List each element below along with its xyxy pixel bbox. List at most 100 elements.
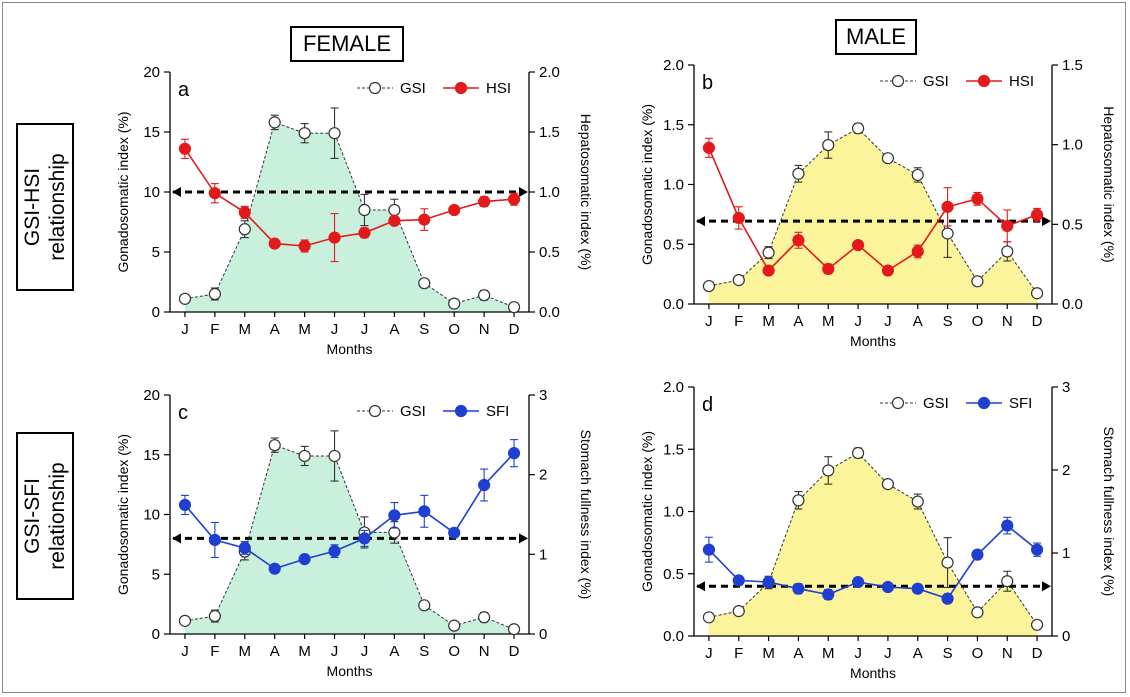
panel-a-right-tick-label: 0.0 bbox=[539, 304, 560, 321]
panel-b-gsi-point bbox=[1001, 245, 1014, 258]
panel-b-hsi-point bbox=[881, 264, 895, 277]
panel-a-legend-hsi-marker bbox=[454, 81, 468, 95]
panel-b-left-tick-label: 1.0 bbox=[663, 177, 684, 194]
panel-d-right-tick-label: 0 bbox=[1062, 628, 1070, 645]
panel-b-left-tick-label: 1.5 bbox=[663, 117, 684, 134]
panel-b-hsi-point bbox=[911, 245, 924, 258]
panel-c-y-axis-title: Gonadosomatic index (%) bbox=[115, 434, 131, 595]
panel-a-x-tick-label: D bbox=[509, 321, 520, 338]
panel-c-panel-letter: c bbox=[178, 402, 188, 424]
panel-a-gsi-point bbox=[418, 277, 431, 290]
panel-d-right-tick-label: 3 bbox=[1062, 379, 1070, 396]
panel-b-x-tick-label: M bbox=[822, 313, 835, 330]
panel-c-x-tick-label: A bbox=[270, 643, 280, 660]
panel-d-right-tick-label: 2 bbox=[1062, 462, 1070, 479]
panel-c-x-tick-label: J bbox=[361, 643, 369, 660]
panel-a-right-tick-label: 1.5 bbox=[539, 124, 560, 141]
panel-d-x-tick-label: M bbox=[762, 645, 775, 662]
panel-d-legend-gsi-label: GSI bbox=[923, 395, 949, 412]
panel-b-gsi-point bbox=[941, 227, 954, 240]
panel-b-gsi-point bbox=[792, 167, 805, 180]
panel-b-gsi-point bbox=[732, 274, 745, 287]
panel-b-gsi-point bbox=[851, 122, 865, 135]
panel-d-gsi-point bbox=[971, 606, 984, 619]
panel-a-reference-arrow-right bbox=[519, 187, 528, 197]
panel-a-hsi-point bbox=[268, 237, 281, 250]
panel-d-legend-sfi-label: SFI bbox=[1009, 395, 1032, 412]
panel-a-left-tick-label: 20 bbox=[143, 64, 160, 81]
panel-b-y-axis-title: Gonadosomatic index (%) bbox=[639, 104, 655, 265]
panel-b-legend-hsi-marker bbox=[977, 74, 991, 88]
panel-b-gsi-point bbox=[971, 275, 984, 288]
panel-a-y2-axis-title: Hepatosomatic index (%) bbox=[578, 114, 594, 270]
panel-d-x-tick-label: J bbox=[705, 645, 713, 662]
panel-c-x-tick-label: D bbox=[509, 643, 520, 660]
panel-b-hsi-point bbox=[792, 234, 805, 247]
panel-b-gsi-point bbox=[762, 246, 775, 259]
panel-a-x-tick-label: J bbox=[361, 321, 369, 338]
panel-a-left-tick-label: 0 bbox=[152, 304, 160, 321]
panel-c-sfi-point bbox=[178, 498, 192, 512]
panel-b-gsi-point bbox=[702, 279, 716, 293]
panel-a-gsi-point bbox=[507, 301, 521, 314]
panel-d-sfi-point bbox=[851, 575, 865, 589]
panel-a-x-tick-label: A bbox=[270, 321, 280, 338]
panel-a-hsi-point bbox=[208, 187, 221, 200]
panel-a-hsi-point bbox=[478, 195, 491, 208]
panel-d-x-tick-label: A bbox=[913, 645, 923, 662]
panel-a-x-tick-label: J bbox=[181, 321, 189, 338]
panel-c-y2-axis-title: Stomach fullness index (%) bbox=[578, 430, 594, 600]
panel-d-sfi-point bbox=[1030, 543, 1044, 556]
panel-b-right-tick-label: 0.5 bbox=[1062, 216, 1083, 233]
panel-b-hsi-point bbox=[1030, 208, 1044, 221]
panel-b-left-tick-label: 0.5 bbox=[663, 236, 684, 253]
panel-d-sfi-point bbox=[792, 582, 805, 595]
panel-d-x-tick-label: J bbox=[884, 645, 892, 662]
panel-d-gsi-point bbox=[851, 446, 865, 460]
panel-c-sfi-point bbox=[298, 553, 311, 566]
panel-d-reference-arrow-right bbox=[1042, 581, 1051, 592]
panel-d-sfi-point bbox=[911, 582, 924, 595]
panel-b-hsi-point bbox=[851, 238, 865, 252]
panel-b-hsi-line bbox=[708, 147, 1038, 272]
panel-c-right-tick-label: 1 bbox=[539, 546, 547, 563]
panel-c-right-tick-label: 0 bbox=[539, 626, 547, 643]
panel-d-x-tick-label: D bbox=[1032, 645, 1043, 662]
panel-b-left-tick-label: 2.0 bbox=[663, 57, 684, 74]
panel-c-x-tick-label: M bbox=[298, 643, 311, 660]
panel-b-x-tick-label: O bbox=[972, 313, 984, 330]
panel-b-panel-letter: b bbox=[702, 72, 713, 94]
panel-c-left-tick-label: 20 bbox=[143, 387, 160, 404]
panel-c-gsi-point bbox=[478, 611, 491, 624]
panel-d-x-tick-label: F bbox=[734, 645, 743, 662]
panel-a-hsi-point bbox=[178, 142, 192, 155]
panel-b-y2-axis-title: Hepatosomatic index (%) bbox=[1101, 106, 1117, 262]
panel-a-x-tick-label: O bbox=[448, 321, 460, 338]
panel-b-hsi-point bbox=[822, 262, 835, 276]
panel-a-hsi-point bbox=[388, 214, 401, 227]
panel-a-x-tick-label: N bbox=[479, 321, 490, 338]
panel-c-left-tick-label: 5 bbox=[152, 566, 160, 583]
panel-d-gsi-area bbox=[708, 452, 1038, 636]
panel-c-x-tick-label: F bbox=[210, 643, 219, 660]
panel-a-right-tick-label: 2.0 bbox=[539, 64, 560, 81]
panel-c-legend-gsi-label: GSI bbox=[400, 403, 426, 420]
panel-c-x-tick-label: S bbox=[419, 643, 429, 660]
panel-a-gsi-point bbox=[478, 289, 491, 302]
panel-b-gsi-point bbox=[881, 152, 895, 165]
panel-b-x-tick-label: F bbox=[734, 313, 743, 330]
panel-c-gsi-point bbox=[268, 439, 281, 452]
panel-a-right-tick-label: 0.5 bbox=[539, 244, 560, 261]
panel-b-x-tick-label: J bbox=[705, 313, 713, 330]
panel-c-sfi-point bbox=[388, 509, 401, 522]
panel-a-x-tick-label: J bbox=[331, 321, 339, 338]
panel-a-hsi-point bbox=[507, 193, 521, 206]
panel-b-reference-arrow-left bbox=[696, 216, 705, 227]
female-header: FEMALE bbox=[290, 26, 404, 62]
panel-b-gsi-point bbox=[822, 138, 835, 152]
panel-d-gsi-point bbox=[881, 478, 895, 491]
panel-d-gsi-point bbox=[822, 464, 835, 477]
panel-c-gsi-point bbox=[178, 614, 192, 627]
